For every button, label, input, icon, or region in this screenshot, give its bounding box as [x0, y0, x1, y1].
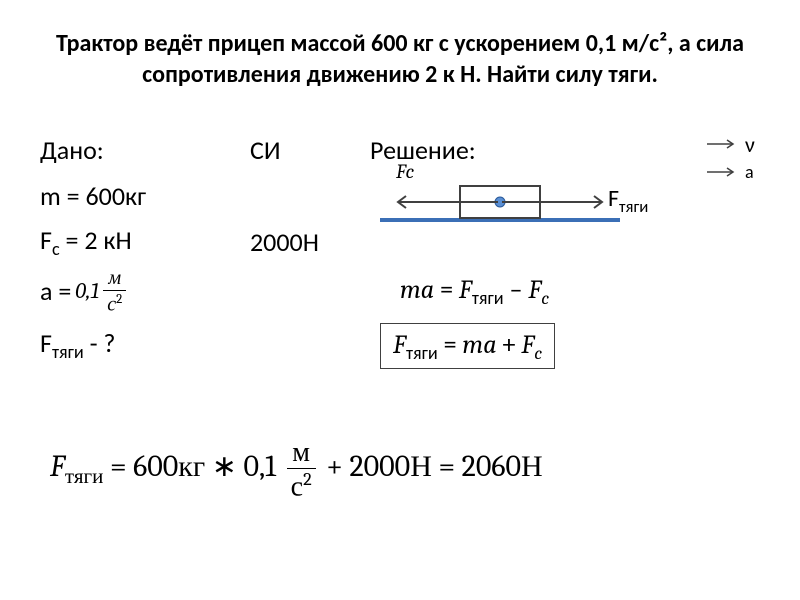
eq-ftr-sub: тяги: [472, 287, 504, 309]
fc-arrow-label: Fc: [396, 160, 414, 183]
eq-fc-sub: c: [541, 288, 549, 309]
problem-title: Трактор ведёт прицеп массой 600 кг с уск…: [40, 28, 760, 90]
eq2-plus: +: [497, 328, 522, 360]
force-diagram: Fc Fтяги: [370, 160, 620, 230]
fc-si: 2000Н: [250, 226, 370, 258]
row-ftr-q: Fтяги - ? Fтяги = ma + Fc: [40, 321, 760, 369]
eq2-cell: Fтяги = ma + Fc: [370, 321, 760, 369]
eq2-ftr-sub: тяги: [406, 342, 438, 364]
eq-ma-lhs: ma: [400, 275, 434, 305]
fc-given: Fс = 2 кН: [40, 224, 250, 260]
slide: Трактор ведёт прицеп массой 600 кг с уск…: [0, 0, 800, 600]
eq2-fc-F: F: [521, 330, 534, 360]
eq-minus: –: [504, 273, 529, 305]
ftr-sub: тяги: [52, 341, 84, 363]
ftr-F: F: [40, 327, 52, 359]
ftr-arrow-label: Fтяги: [608, 184, 648, 217]
a-given: а = 0,1 м с2: [40, 268, 250, 315]
fc-F: F: [40, 224, 52, 256]
a-value: 0,1: [75, 278, 99, 304]
final-answer: Fтяги = 600кг ∗ 0,1 м с2 + 2000Н = 2060Н: [50, 438, 543, 500]
eq1-cell: ma = Fтяги – Fc: [370, 273, 760, 309]
fc-rest: = 2 кН: [60, 224, 132, 256]
eq2-fc-sub: c: [534, 343, 542, 364]
eq2-ftr-F: F: [393, 330, 406, 360]
row-a: а = 0,1 м с2 ma = Fтяги – Fc: [40, 268, 760, 315]
given-header: Дано:: [40, 134, 250, 166]
ans-unit-frac: м с2: [287, 438, 316, 500]
mass-value: m = 600кг: [40, 180, 250, 212]
a-unit-frac: м с2: [103, 268, 126, 315]
ans-ftr-F: F: [50, 449, 65, 484]
fc-sub: с: [52, 238, 60, 260]
eq-eq1: =: [434, 273, 459, 305]
eq-fc-F: F: [528, 275, 541, 305]
ans-part1: = 600кг ∗ 0,1: [103, 449, 276, 484]
ans-part2: + 2000Н = 2060Н: [326, 449, 542, 484]
ftr-rest: - ?: [84, 327, 116, 359]
a-frac-den: с2: [103, 290, 126, 315]
ans-frac-den: с2: [287, 468, 316, 500]
eq-ftr-boxed: Fтяги = ma + Fc: [380, 323, 555, 369]
ans-frac-num: м: [288, 438, 314, 468]
eq-ma: ma = Fтяги – Fc: [400, 273, 549, 305]
eq2-eq: =: [438, 328, 463, 360]
a-frac-num: м: [104, 268, 125, 290]
si-header: СИ: [250, 134, 370, 166]
a-label: а =: [40, 275, 71, 307]
ans-ftr-sub: тяги: [65, 465, 103, 489]
ftr-question: Fтяги - ?: [40, 327, 250, 363]
eq-ftr-F: F: [459, 275, 472, 305]
eq2-ma: ma: [462, 330, 496, 360]
